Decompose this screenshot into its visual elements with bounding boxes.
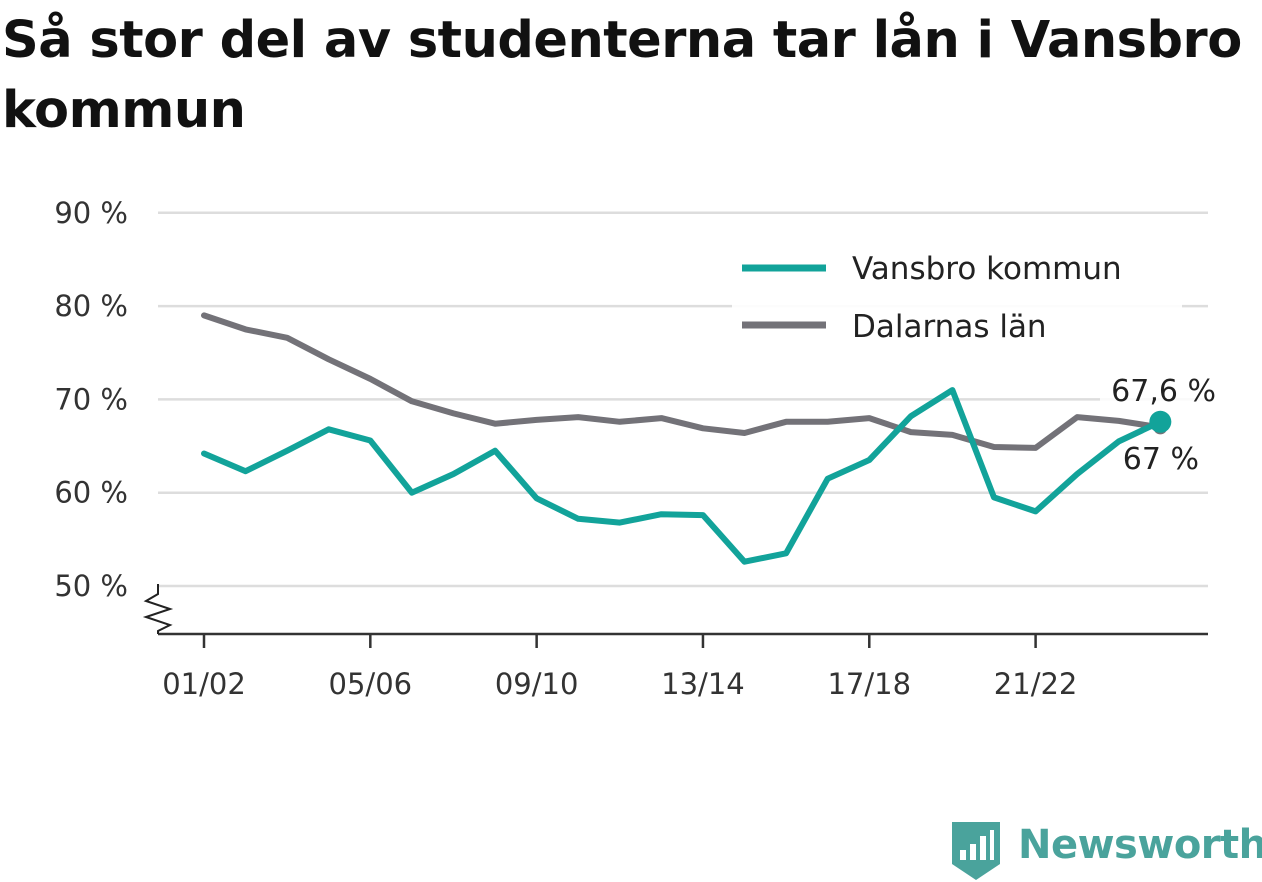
y-tick-label: 90 % bbox=[54, 196, 128, 230]
brand-name: Newsworthy bbox=[1018, 822, 1262, 868]
y-tick-label: 60 % bbox=[54, 476, 128, 510]
x-tick-label: 05/06 bbox=[329, 667, 413, 701]
newsworthy-logo-icon bbox=[952, 822, 1000, 880]
end-label-dalarna: 67 % bbox=[1123, 442, 1199, 477]
y-axis-ticks: 50 % 60 % 70 % 80 % 90 % bbox=[54, 196, 128, 603]
axis-break-icon bbox=[142, 584, 174, 634]
legend-background bbox=[732, 240, 1182, 360]
y-tick-label: 50 % bbox=[54, 569, 128, 603]
x-axis-ticks: 01/02 05/06 09/10 13/14 17/18 21/22 bbox=[162, 634, 1077, 701]
x-axis bbox=[142, 584, 1208, 636]
series-lines bbox=[201, 312, 1164, 565]
x-tick-label: 01/02 bbox=[162, 667, 246, 701]
chart-title: Så stor del av studenterna tar lån i Van… bbox=[2, 11, 1242, 140]
x-tick-label: 21/22 bbox=[994, 667, 1078, 701]
x-tick-label: 17/18 bbox=[827, 667, 911, 701]
legend-label-vansbro: Vansbro kommun bbox=[852, 251, 1122, 287]
y-tick-label: 70 % bbox=[54, 382, 128, 416]
series-line-vansbro bbox=[201, 387, 1164, 565]
x-tick-label: 09/10 bbox=[495, 667, 579, 701]
legend-label-dalarna: Dalarnas län bbox=[852, 309, 1047, 345]
brand: Newsworthy bbox=[950, 818, 1262, 880]
legend: Vansbro kommun Dalarnas län bbox=[732, 240, 1182, 360]
end-label-bg bbox=[1100, 370, 1218, 408]
end-label-vansbro: 67,6 % bbox=[1111, 374, 1216, 409]
end-markers bbox=[1149, 410, 1172, 435]
y-tick-label: 80 % bbox=[54, 289, 128, 323]
x-tick-label: 13/14 bbox=[661, 667, 745, 701]
end-marker-vansbro bbox=[1149, 410, 1172, 433]
series-line-dalarna bbox=[201, 312, 1164, 451]
